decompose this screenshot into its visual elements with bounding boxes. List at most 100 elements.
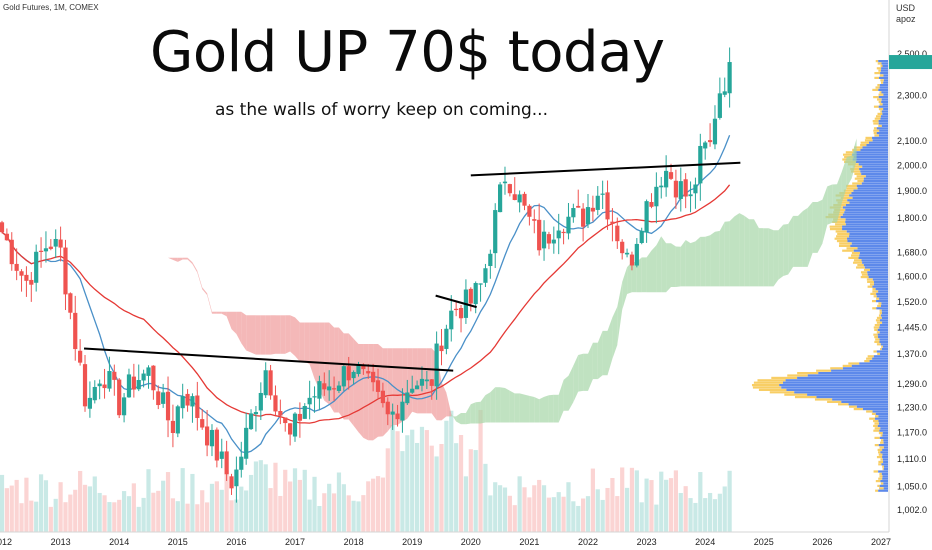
candle	[312, 386, 317, 413]
time-axis[interactable]: 2012 2013 2014 2015 2016 2017 2018 2019 2020 2021…	[0, 537, 891, 547]
volume-bar	[307, 499, 312, 532]
candle	[219, 438, 224, 469]
profile-row-side	[839, 242, 852, 245]
candle-body	[400, 401, 405, 421]
candle	[566, 203, 571, 240]
profile-row-main	[862, 261, 888, 264]
profile-row-main	[881, 115, 888, 118]
candle	[385, 397, 390, 426]
profile-row-main	[880, 343, 888, 346]
cloud-segment	[793, 215, 798, 267]
profile-row-side	[860, 271, 868, 274]
profile-row-main	[859, 254, 888, 257]
candle-body	[34, 251, 39, 283]
cloud-segment	[338, 327, 344, 420]
profile-row-side	[874, 328, 878, 331]
candle-body	[517, 194, 522, 203]
price-axis[interactable]: 1,002.0 1,050.0 1,110.0 1,170.0 1,230.0 1,290…	[889, 49, 932, 515]
profile-row-main	[881, 472, 888, 475]
candle	[527, 204, 532, 226]
price-tick-label: 1,002.0	[897, 505, 927, 515]
cloud-segment	[841, 156, 847, 203]
price-tick-label: 1,370.0	[897, 349, 927, 359]
profile-row-main	[850, 244, 888, 247]
profile-row-side	[880, 458, 883, 461]
cloud-segment	[539, 396, 544, 423]
price-axis-currency[interactable]: USD apoz	[896, 3, 916, 25]
volume-bar	[683, 486, 688, 532]
candle-body	[239, 456, 244, 470]
cloud-segment	[451, 413, 457, 422]
candle-body	[707, 140, 713, 143]
candle	[117, 378, 122, 419]
price-tick-label: 1,050.0	[897, 482, 927, 492]
volume-bar	[419, 426, 425, 532]
profile-row-main	[878, 422, 888, 425]
cloud-segment	[578, 353, 584, 392]
profile-row-main	[878, 134, 888, 137]
profile-row-side	[878, 69, 881, 72]
profile-row-side	[838, 244, 851, 247]
cloud-segment	[363, 344, 369, 441]
profile-row-main	[878, 290, 888, 293]
candle	[537, 203, 542, 256]
profile-row-main	[807, 374, 888, 377]
profile-row-main	[842, 213, 888, 216]
cloud-segment	[851, 138, 857, 179]
cloud-segment	[285, 315, 291, 354]
profile-row-main	[866, 144, 888, 147]
profile-row-main	[876, 350, 888, 353]
price-tick-label: 1,680.0	[897, 247, 927, 257]
candle	[43, 231, 49, 263]
candle-body	[14, 263, 19, 271]
volume-bar	[707, 492, 713, 532]
time-tick-label: 2022	[578, 537, 598, 547]
price-tick-label: 1,170.0	[897, 428, 927, 438]
cloud-segment	[358, 344, 364, 438]
profile-row-side	[797, 372, 819, 375]
profile-row-main	[880, 304, 888, 307]
volume-bar	[278, 495, 283, 532]
candle	[439, 329, 444, 366]
profile-row-side	[875, 86, 880, 89]
profile-row-main	[879, 86, 888, 89]
volume-bar	[48, 506, 53, 532]
profile-row-side	[874, 427, 881, 430]
candle	[629, 251, 635, 271]
cloud-segment	[827, 184, 833, 225]
profile-row-side	[838, 403, 849, 406]
cloud-segment	[778, 224, 784, 280]
volume-bar	[541, 485, 547, 532]
volume-bar	[400, 451, 405, 532]
candle-body	[351, 371, 356, 379]
candle-body	[615, 225, 620, 242]
volume-bar	[410, 429, 415, 532]
candle	[664, 155, 669, 197]
price-tick-label: 1,290.0	[897, 379, 927, 389]
candle	[136, 364, 141, 392]
volume-bar	[624, 487, 630, 532]
candle	[0, 220, 5, 234]
volume-bar	[214, 481, 219, 532]
cloud-segment	[182, 257, 188, 260]
cloud-segment	[417, 348, 422, 414]
time-tick-label: 2024	[695, 537, 715, 547]
volume-bar	[605, 487, 610, 532]
volume-bar	[351, 500, 356, 532]
profile-row-main	[877, 333, 888, 336]
profile-row-side	[877, 112, 883, 115]
cloud-segment	[280, 315, 286, 354]
cloud-segment	[548, 394, 554, 423]
volume-bar	[195, 504, 200, 532]
cloud-segment	[607, 317, 613, 376]
profile-row-side	[835, 223, 846, 226]
profile-row-main	[841, 400, 888, 403]
profile-row-main	[882, 477, 888, 480]
profile-row-side	[879, 103, 883, 106]
profile-row-side	[848, 362, 860, 365]
candle-body	[502, 181, 508, 184]
profile-row-main	[875, 412, 888, 415]
candle-body	[53, 238, 58, 247]
candle-body	[341, 366, 346, 387]
